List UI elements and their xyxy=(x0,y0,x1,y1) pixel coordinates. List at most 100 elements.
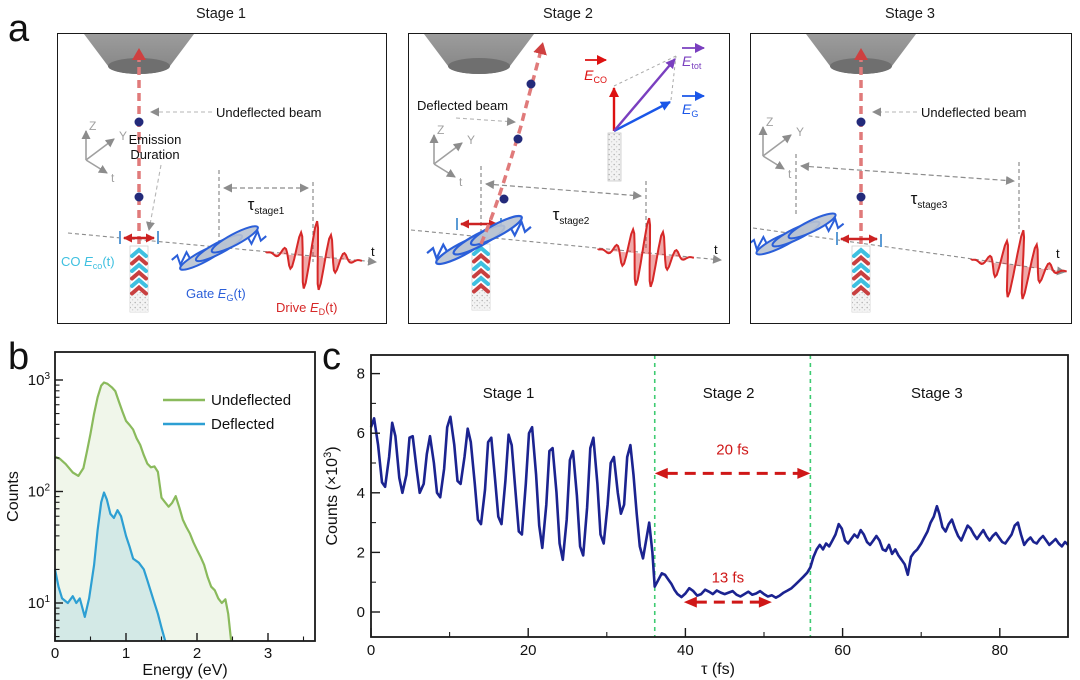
gate-pulse-wing xyxy=(426,242,449,262)
electron-dot xyxy=(499,194,509,204)
emission-label-line2: Duration xyxy=(130,147,179,162)
spectrum-curve-deflected xyxy=(53,491,167,641)
co-chevron xyxy=(472,275,490,286)
drive-pulse xyxy=(265,220,363,291)
drive-pulse-waveform xyxy=(265,220,363,291)
e-gate-label: EG xyxy=(682,101,698,119)
x-tick-label: 3 xyxy=(264,645,272,662)
stage-region-label: Stage 1 xyxy=(483,385,535,402)
coordinate-axes: Z Y t xyxy=(758,115,804,181)
stage3-diagram: Z Y t Undeflected beam τstage3 t xyxy=(751,34,1067,313)
spectrum-curve-undeflected xyxy=(54,381,233,641)
time-axis-label: t xyxy=(714,242,718,257)
deflected-beam xyxy=(479,42,547,245)
gate-pulse-lobe xyxy=(210,225,259,254)
field-vector-diagram: ECO Etot EG xyxy=(584,43,705,182)
panel-c-letter: c xyxy=(322,336,341,378)
panel-b-letter: b xyxy=(8,336,30,378)
y-tick-label: 8 xyxy=(357,366,365,383)
x-axis-label: τ (fs) xyxy=(701,661,735,678)
legend-label: Deflected xyxy=(211,416,274,433)
axis-t-label: t xyxy=(459,175,463,189)
gate-pulse-wing xyxy=(824,216,845,234)
stage1-diagram: Z Y t Undeflected beam Emission Duration… xyxy=(61,34,377,317)
y-tick-label: 6 xyxy=(357,425,365,442)
spectrum-area-deflected xyxy=(55,492,166,641)
plot-frame xyxy=(370,354,1069,638)
y-tick-label: 101 xyxy=(28,594,51,612)
x-tick-label: 80 xyxy=(991,642,1008,659)
annotation-arrowhead xyxy=(683,596,697,608)
tip-stipple xyxy=(852,292,870,312)
y-axis-label: Counts xyxy=(5,471,22,522)
stage-region-label: Stage 3 xyxy=(911,385,963,402)
tau-measure-arrow xyxy=(800,162,1015,185)
co-chevron xyxy=(472,252,490,264)
drive-pulse xyxy=(597,217,695,288)
x-tick-label: 40 xyxy=(677,642,694,659)
co-chevron xyxy=(130,247,148,258)
y-tick-label: 102 xyxy=(28,483,51,501)
emitter-tip xyxy=(851,245,871,313)
stage1-title: Stage 1 xyxy=(196,6,246,22)
beam-label: Deflected beam xyxy=(417,98,508,113)
stage3-title: Stage 3 xyxy=(885,6,935,22)
tip-stipple xyxy=(130,292,148,312)
axis-t-label: t xyxy=(111,171,115,185)
coordinate-axes: Z Y t xyxy=(429,123,475,189)
electron-dot xyxy=(526,79,536,89)
x-axis-label: Energy (eV) xyxy=(142,662,227,679)
stage-region-label: Stage 2 xyxy=(703,385,755,402)
y-tick-label: 103 xyxy=(28,371,51,389)
annotation-arrowhead xyxy=(758,596,772,608)
co-chevron xyxy=(130,254,148,266)
co-chevron xyxy=(852,254,870,266)
x-tick-label: 0 xyxy=(367,642,375,659)
axis-y-label: Y xyxy=(119,129,127,143)
coordinate-axes: Z Y t xyxy=(81,119,127,185)
time-axis-label: t xyxy=(371,244,375,259)
co-chevron xyxy=(852,277,870,288)
electron-dot xyxy=(134,192,144,202)
emission-pointer-arrow xyxy=(146,164,162,231)
gate-field-label: Gate EG(t) xyxy=(186,286,246,303)
stage2-panel: Z Y t Deflected beam τstage2 E xyxy=(408,33,730,324)
co-chevron xyxy=(472,260,490,271)
gate-pulse-lobe xyxy=(787,212,837,240)
tau-stage2-label: τstage2 xyxy=(553,205,590,227)
annotation-arrowhead xyxy=(654,467,668,479)
time-axis xyxy=(410,229,722,264)
e-tot-label: Etot xyxy=(682,53,702,71)
electron-dot xyxy=(513,134,523,144)
co-chevron xyxy=(472,267,490,279)
axis-z-label: Z xyxy=(766,115,773,129)
axis-y-label: Y xyxy=(467,133,475,147)
e-gate-vector xyxy=(613,100,671,133)
stage2-diagram: Z Y t Deflected beam τstage2 E xyxy=(410,34,722,311)
tau-measure-arrow xyxy=(485,180,642,200)
tip-stipple xyxy=(472,290,490,310)
x-tick-label: 60 xyxy=(834,642,851,659)
emission-duration-marker xyxy=(119,231,159,244)
detector-cone-opening xyxy=(108,58,170,74)
drive-pulse-waveform xyxy=(597,217,695,288)
gate-pulse-wing xyxy=(509,218,532,238)
detector-cone-opening xyxy=(830,58,892,74)
counts-curve xyxy=(369,415,1070,599)
x-tick-label: 1 xyxy=(122,645,130,662)
co-chevron xyxy=(472,282,490,294)
co-chevron xyxy=(852,284,870,296)
emitter-tip xyxy=(129,245,149,313)
x-tick-label: 2 xyxy=(193,645,201,662)
e-co-label: ECO xyxy=(584,67,607,85)
gate-pulse xyxy=(751,212,845,256)
co-chevron xyxy=(130,277,148,288)
stage1-panel: Z Y t Undeflected beam Emission Duration… xyxy=(57,33,387,324)
tau-stage1-label: τstage1 xyxy=(248,195,285,217)
axis-z-label: Z xyxy=(89,119,96,133)
electron-dot xyxy=(856,192,866,202)
e-total-vector xyxy=(613,58,676,132)
co-chevron xyxy=(472,245,490,256)
